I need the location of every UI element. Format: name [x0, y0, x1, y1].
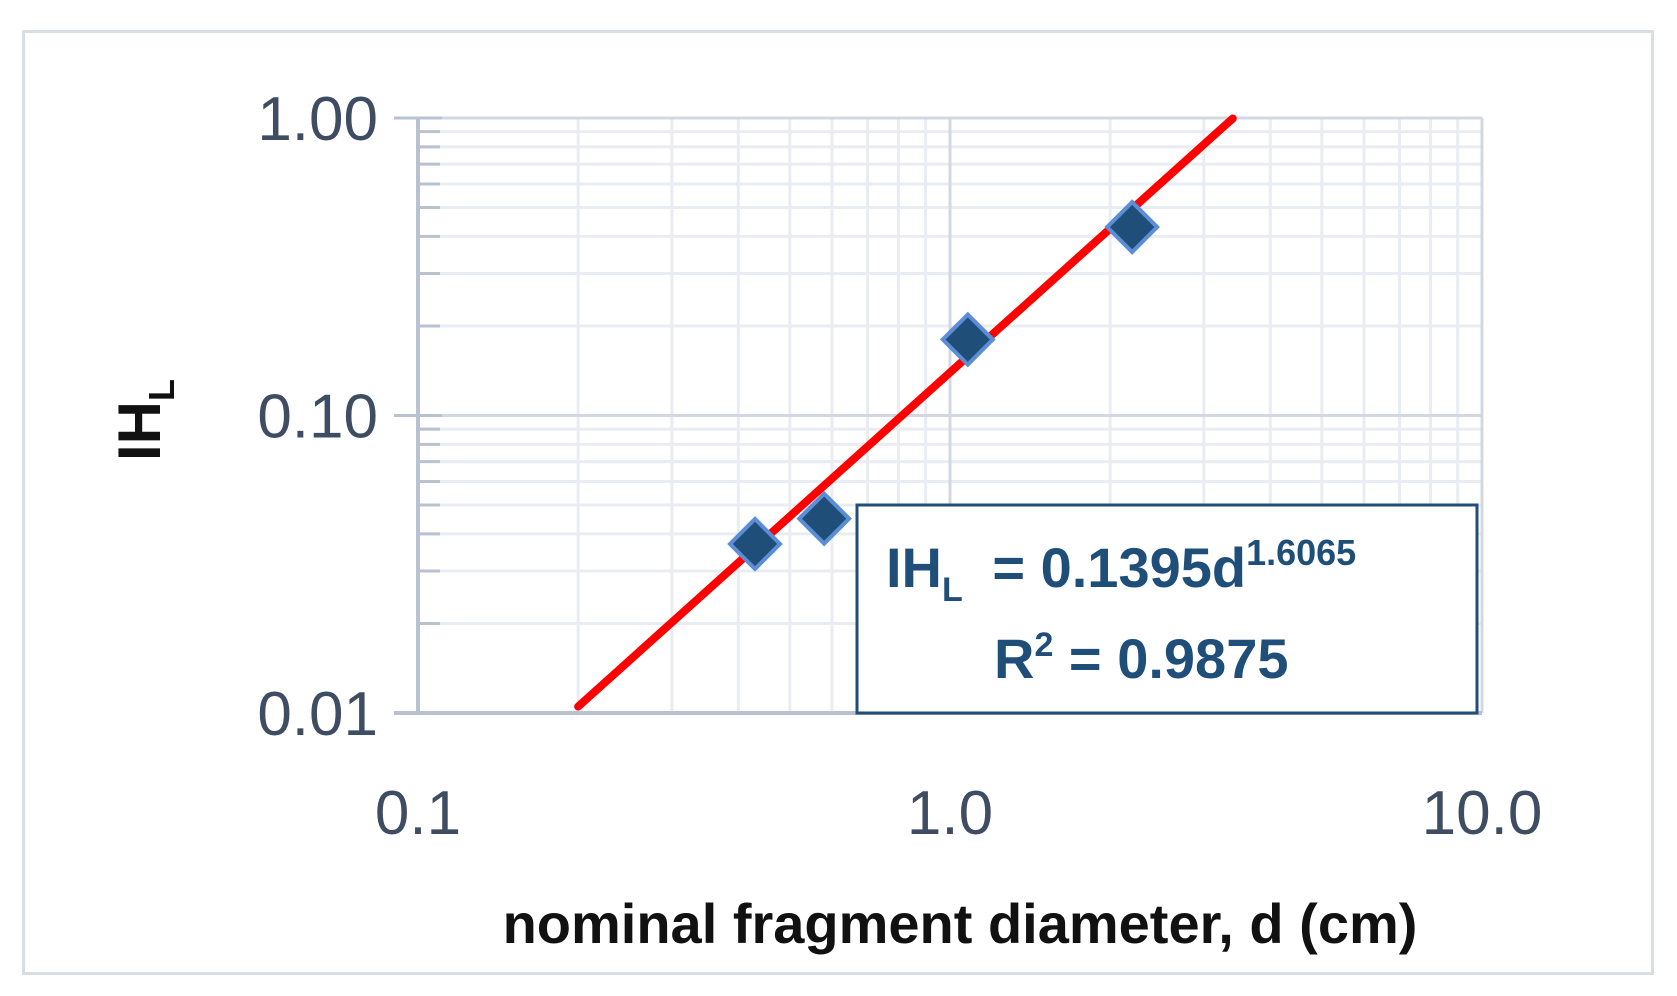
data-points: [727, 199, 1160, 572]
trend-eq-exponent: 1.6065: [1246, 532, 1356, 573]
y-tick-label: 0.10: [257, 383, 378, 452]
y-tick-label: 1.00: [257, 85, 378, 154]
trend-eq-lhs-sub: L: [942, 571, 963, 609]
x-tick-label: 0.1: [375, 779, 461, 848]
equation-box: IHL = 0.1395d1.6065 R2 = 0.9875: [855, 503, 1479, 715]
r-squared-sup: 2: [1034, 626, 1053, 664]
x-axis-label: nominal fragment diameter, d (cm): [503, 892, 1418, 955]
trend-equation: IHL = 0.1395d1.6065: [886, 532, 1356, 609]
x-tick-label: 1.0: [907, 779, 993, 848]
y-tick-label: 0.01: [257, 680, 378, 749]
data-point-marker: [796, 490, 852, 547]
trend-eq-rhs: = 0.1395d: [977, 536, 1246, 599]
y-axis-label-sub: L: [141, 379, 182, 401]
r-squared-main: R: [994, 627, 1034, 690]
equation-box-border: [855, 503, 1479, 715]
data-point-marker: [1104, 199, 1160, 255]
r-squared-value: = 0.9875: [1053, 627, 1288, 690]
y-axis-label-main: IH: [106, 401, 173, 461]
r-squared: R2 = 0.9875: [994, 626, 1288, 690]
y-tick-labels: 0.01 0.10 1.00: [257, 85, 378, 749]
chart-frame: [22, 30, 1654, 975]
data-point-marker: [727, 516, 783, 572]
data-point-marker: [939, 311, 996, 368]
trend-eq-lhs: IH: [886, 536, 942, 599]
x-tick-label: 10.0: [1422, 779, 1543, 848]
x-tick-labels: 0.1 1.0 10.0: [375, 779, 1542, 848]
y-axis-label: IHL: [106, 379, 182, 461]
